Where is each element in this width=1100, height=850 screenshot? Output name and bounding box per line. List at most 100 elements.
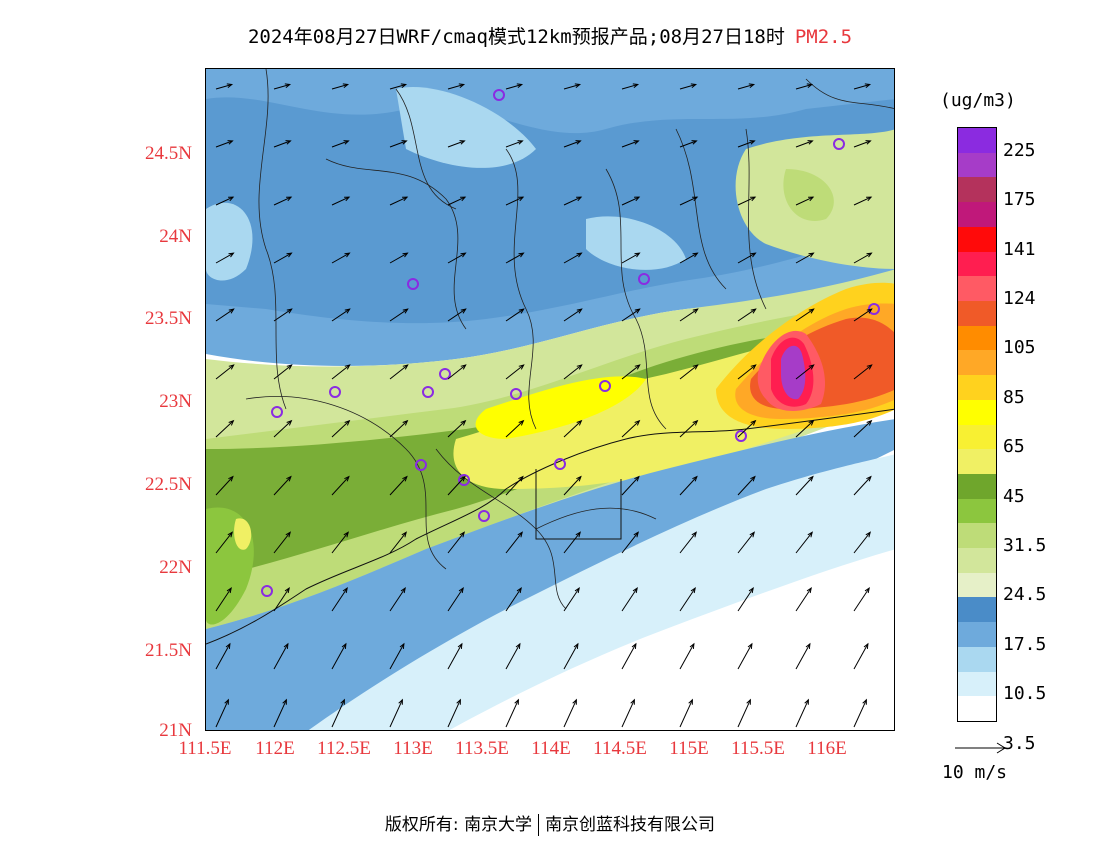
wind-arrow: [679, 699, 693, 728]
contour-65-belt: [475, 376, 646, 439]
wind-arrow: [621, 308, 640, 322]
wind-arrow: [447, 196, 466, 206]
wind-arrow-head: [460, 475, 466, 482]
wind-arrow-head: [402, 364, 409, 370]
wind-arrow: [505, 364, 525, 380]
copyright: 版权所有: 南京大学 南京创蓝科技有限公司: [0, 810, 1100, 836]
contour-light-blue-patch2: [586, 216, 686, 270]
wind-arrow: [447, 84, 464, 90]
wind-reference-arrow-icon: [955, 742, 1006, 754]
wind-arrow: [737, 196, 756, 206]
wind-arrow-head: [692, 252, 699, 258]
wind-arrow-head: [343, 531, 349, 538]
wind-arrow: [737, 531, 755, 554]
wind-arrow-head: [750, 308, 757, 314]
wind-arrow: [563, 476, 582, 496]
wind-arrow-head: [689, 642, 695, 649]
wind-arrow: [853, 531, 871, 554]
wind-arrow: [447, 699, 461, 728]
wind-arrow-head: [688, 698, 693, 705]
wind-arrow-head: [633, 140, 640, 145]
colorbar-segment: [958, 399, 996, 425]
wind-arrow: [853, 252, 872, 264]
wind-arrow: [447, 140, 465, 148]
wind-arrow-head: [576, 252, 583, 258]
wind-arrow: [273, 84, 290, 90]
colorbar-segment: [958, 622, 996, 648]
colorbar-segment: [958, 276, 996, 302]
lon-label-7: 115E: [669, 738, 709, 759]
wind-arrow: [215, 587, 232, 612]
wind-arrow-head: [746, 698, 751, 705]
wind-arrow-head: [458, 83, 466, 88]
colorbar: [957, 127, 997, 722]
wind-arrow-head: [284, 83, 292, 88]
wind-arrow: [737, 252, 756, 264]
wind-arrow: [737, 364, 757, 380]
copyright-org1: 南京大学: [464, 815, 533, 835]
wind-arrow: [853, 420, 872, 438]
wind-arrow-head: [631, 642, 637, 649]
colorbar-segment: [958, 548, 996, 574]
wind-arrow: [447, 476, 466, 496]
wind-arrow-head: [342, 587, 348, 594]
wind-arrow: [505, 587, 522, 612]
colorbar-segment: [958, 325, 996, 351]
wind-arrow-head: [340, 698, 345, 705]
wind-arrow-head: [514, 698, 519, 705]
wind-arrow-head: [808, 419, 815, 426]
wind-arrow-head: [576, 419, 583, 426]
wind-arrow: [447, 587, 464, 612]
colorbar-label: 3.5: [1003, 732, 1036, 754]
wind-arrow-head: [344, 252, 351, 258]
wind-arrow-head: [633, 531, 639, 538]
wind-arrow: [563, 364, 583, 380]
wind-arrow-head: [460, 364, 467, 370]
lon-label-9: 116E: [807, 738, 847, 759]
colorbar-label: 31.5: [1003, 535, 1047, 557]
wind-arrow-head: [750, 364, 757, 370]
colorbar-segment: [958, 251, 996, 277]
wind-arrow-head: [692, 308, 699, 314]
wind-arrow: [331, 140, 349, 148]
colorbar-label: 225: [1003, 139, 1036, 161]
wind-arrow-head: [862, 698, 867, 705]
wind-arrow: [795, 140, 813, 148]
wind-arrow-head: [460, 308, 467, 314]
wind-arrow-head: [283, 642, 289, 649]
wind-arrow: [389, 420, 408, 438]
wind-arrow: [273, 531, 291, 554]
wind-arrow: [795, 476, 814, 496]
colorbar-label: 24.5: [1003, 584, 1047, 606]
wind-arrow: [389, 587, 406, 612]
wind-arrow: [679, 84, 696, 90]
wind-arrow-head: [632, 83, 640, 88]
wind-arrow: [563, 196, 582, 206]
wind-arrow-head: [228, 419, 235, 426]
wind-arrow: [563, 699, 577, 728]
wind-arrow-head: [518, 475, 524, 482]
colorbar-label: 141: [1003, 238, 1036, 260]
wind-arrow: [679, 140, 697, 148]
wind-arrow: [621, 476, 640, 496]
wind-arrow-head: [402, 196, 409, 202]
wind-arrow-head: [634, 364, 641, 370]
wind-arrow: [563, 643, 579, 670]
colorbar-segment: [958, 646, 996, 673]
wind-arrow-head: [459, 140, 466, 145]
wind-arrow-head: [517, 531, 523, 538]
wind-arrow: [389, 196, 408, 206]
wind-arrow: [621, 140, 639, 148]
wind-arrow-head: [286, 475, 292, 482]
wind-arrow-head: [401, 140, 408, 145]
colorbar-label: 85: [1003, 386, 1025, 408]
wind-arrow-head: [804, 698, 809, 705]
wind-arrow: [331, 196, 350, 206]
wind-arrow-head: [344, 419, 351, 426]
wind-arrow-head: [692, 196, 699, 202]
wind-arrow-head: [866, 252, 873, 258]
wind-arrow: [505, 196, 524, 206]
wind-arrow-head: [866, 196, 873, 202]
colorbar-segment: [958, 128, 996, 154]
colorbar-label: 124: [1003, 287, 1036, 309]
